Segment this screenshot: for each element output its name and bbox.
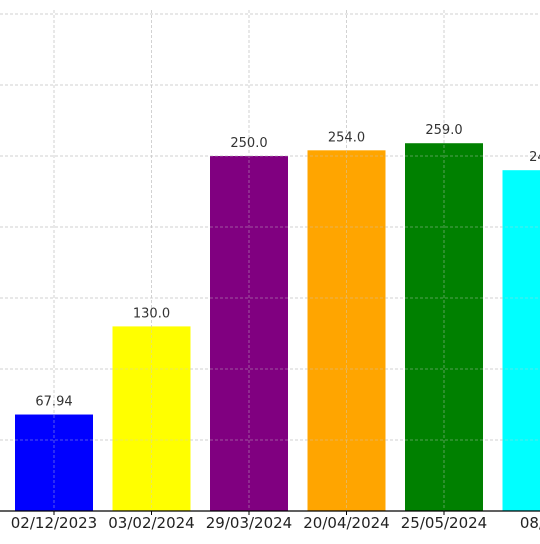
bar-value-label: 130.0 <box>133 306 170 321</box>
bar-6 <box>503 170 540 511</box>
bar-value-label: 254.0 <box>328 130 365 145</box>
x-tick-label: 25/05/2024 <box>401 514 487 532</box>
bar-value-label: 240 <box>529 150 540 165</box>
x-tick-label: 02/12/2023 <box>11 514 97 532</box>
bar-value-label: 67.94 <box>35 395 72 410</box>
bar-value-label: 250.0 <box>230 136 267 151</box>
x-tick-label: 03/02/2024 <box>108 514 194 532</box>
x-tick-label: 08/06 <box>520 514 540 532</box>
x-tick-label: 29/03/2024 <box>206 514 292 532</box>
bars <box>15 143 540 511</box>
x-tick-label: 20/04/2024 <box>303 514 389 532</box>
bar-2 <box>113 326 191 511</box>
bar-value-label: 259.0 <box>425 123 462 138</box>
x-axis: 02/12/2023 03/02/2024 29/03/2024 20/04/2024… <box>0 511 540 532</box>
